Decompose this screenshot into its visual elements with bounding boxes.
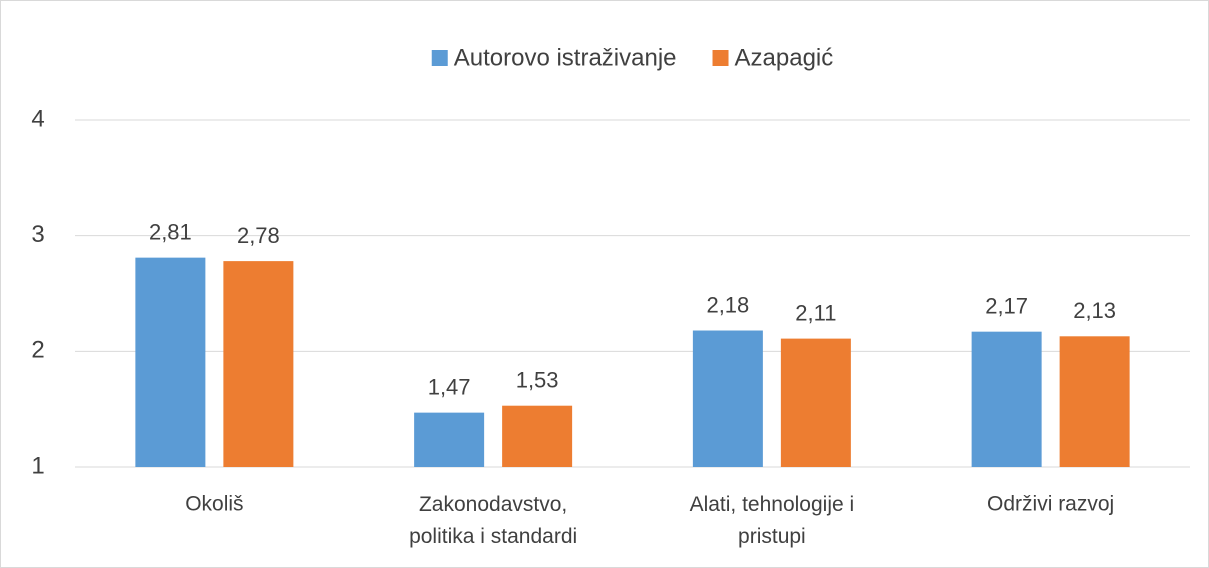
y-tick-label: 3: [31, 221, 44, 248]
bar: [135, 257, 206, 467]
legend-swatch: [431, 50, 448, 66]
x-tick-label: Održivi razvoj: [987, 493, 1114, 516]
data-label: 2,81: [149, 219, 192, 244]
bar: [502, 405, 573, 467]
data-label: 2,17: [985, 293, 1028, 318]
x-tick-label: Zakonodavstvo, politika i standardi: [409, 493, 577, 548]
bar: [780, 338, 851, 467]
bar: [692, 330, 763, 467]
data-label: 2,13: [1073, 298, 1116, 323]
y-tick-label: 1: [31, 452, 44, 479]
legend-swatch: [712, 50, 729, 66]
bar: [971, 331, 1042, 467]
data-label: 2,11: [795, 300, 836, 325]
data-label: 2,18: [706, 292, 749, 317]
legend-label: Azapagić: [735, 44, 834, 71]
x-tick-label: Okoliš: [185, 493, 243, 516]
data-label: 2,78: [237, 223, 280, 248]
bar: [414, 412, 485, 467]
x-tick-label: Alati, tehnologije i pristupi: [690, 493, 855, 548]
y-tick-label: 4: [31, 105, 44, 132]
bar: [223, 261, 294, 467]
legend: Autorovo istraživanje Azapagić: [431, 44, 834, 71]
data-label: 1,53: [516, 368, 559, 393]
data-label: 1,47: [428, 374, 471, 399]
legend-label: Autorovo istraživanje: [454, 44, 677, 71]
bar: [1059, 336, 1130, 467]
y-tick-label: 2: [31, 337, 44, 364]
